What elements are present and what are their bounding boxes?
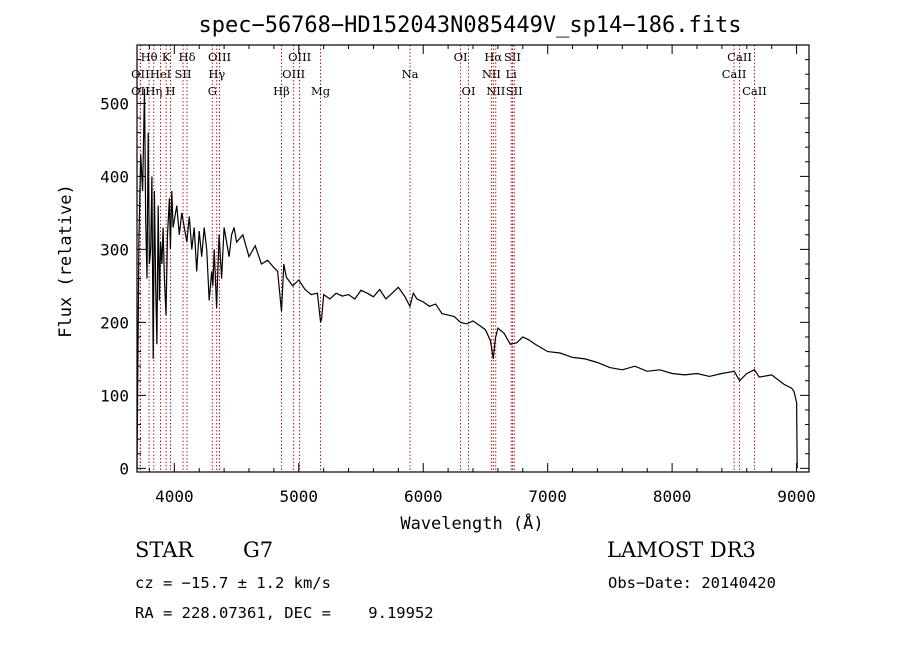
- spectral-line-label: CaII: [742, 84, 767, 98]
- y-axis-label: Flux (relative): [56, 184, 76, 338]
- spectral-line-label: OIII: [288, 50, 311, 64]
- y-tick-label: 200: [100, 313, 129, 332]
- object-subclass: G7: [243, 538, 274, 562]
- spectral-line-label: G: [208, 84, 217, 98]
- y-tick-label: 0: [119, 459, 129, 478]
- spectral-line-label: OIII: [282, 67, 305, 81]
- spectral-line-label: Li: [506, 67, 518, 81]
- spectral-line-label: OI: [454, 50, 468, 64]
- spectral-line-label: K: [162, 50, 171, 64]
- spectral-line-label: SII: [506, 84, 523, 98]
- spectral-line-label: Hθ: [141, 50, 158, 64]
- spectral-line-label: HeI: [150, 67, 171, 81]
- x-axis-label: Wavelength (Å): [400, 512, 543, 534]
- axis-ticks: 4000 5000 6000 7000 8000 9000 0 100 200 300 400 500: [100, 45, 816, 506]
- spectral-line-label: SII: [504, 50, 521, 64]
- plot-frame: [136, 44, 810, 473]
- x-tick-label: 8000: [653, 487, 692, 506]
- x-tick-label: 7000: [528, 487, 567, 506]
- object-class: STAR: [135, 538, 194, 562]
- observation-date: Obs−Date: 20140420: [608, 574, 776, 592]
- spectral-line-label: OIII: [208, 50, 231, 64]
- spectral-line-label: Hα: [484, 50, 502, 64]
- spectral-line-label: NII: [486, 84, 505, 98]
- spectral-line-label: Hη: [145, 84, 162, 98]
- chart-title: spec−56768−HD152043N085449V_sp14−186.fit…: [198, 13, 741, 38]
- spectral-line-markers: OIIHθOIIHηHeIKHSIIHδGHγOIIIHβOIIIOIIIMgN…: [131, 45, 767, 472]
- x-tick-label: 6000: [404, 487, 443, 506]
- y-tick-label: 300: [100, 240, 129, 259]
- y-tick-label: 400: [100, 167, 129, 186]
- spectral-line-label: Na: [402, 67, 419, 81]
- spectral-line-label: NII: [482, 67, 501, 81]
- spectral-line-label: H: [165, 84, 175, 98]
- x-tick-label: 9000: [777, 487, 816, 506]
- flux-series-line: [136, 88, 798, 469]
- x-tick-label: 5000: [280, 487, 319, 506]
- redshift-velocity: cz = −15.7 ± 1.2 km/s: [135, 574, 331, 592]
- survey-name: LAMOST DR3: [607, 538, 756, 562]
- spectral-line-label: Hγ: [208, 67, 225, 81]
- spectral-line-label: SII: [175, 67, 192, 81]
- spectral-line-label: Mg: [311, 84, 331, 98]
- spectral-line-label: CaII: [727, 50, 752, 64]
- y-tick-label: 500: [100, 94, 129, 113]
- spectral-line-label: OI: [462, 84, 476, 98]
- spectral-line-label: Hδ: [179, 50, 196, 64]
- spectral-line-label: CaII: [722, 67, 747, 81]
- sky-coordinates: RA = 228.07361, DEC = 9.19952: [135, 604, 434, 622]
- x-tick-label: 4000: [155, 487, 194, 506]
- spectral-line-label: Hβ: [273, 84, 290, 98]
- y-tick-label: 100: [100, 386, 129, 405]
